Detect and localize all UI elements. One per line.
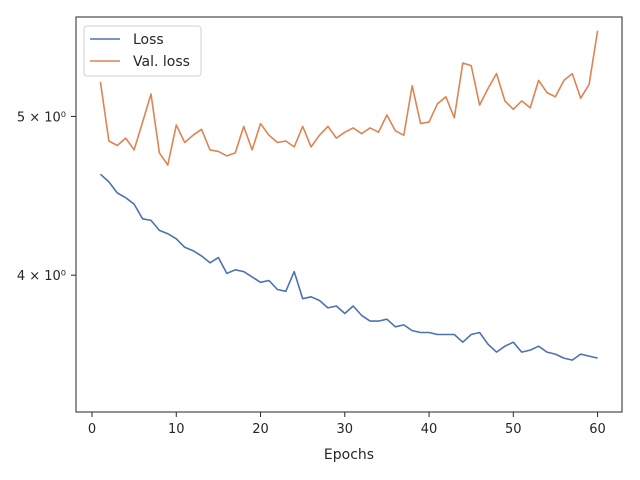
legend: Loss Val. loss [83, 25, 202, 77]
x-tick-label: 30 [337, 422, 354, 437]
series-layer [99, 30, 599, 361]
x-tick-label: 10 [168, 422, 185, 437]
x-tick-label: 20 [252, 422, 269, 437]
x-axis-label: Epochs [324, 447, 374, 463]
legend-label-loss: Loss [133, 32, 164, 48]
y-tick-label: 5 × 10⁰ [17, 110, 66, 125]
series-line-loss [99, 173, 598, 361]
x-tick-label: 50 [505, 422, 522, 437]
y-axis: 4 × 10⁰ 5 × 10⁰ [17, 110, 76, 284]
plot-area [75, 16, 623, 413]
series-line-val-loss [99, 30, 599, 166]
x-tick-label: 60 [589, 422, 606, 437]
x-tick-label: 40 [421, 422, 438, 437]
x-axis: 0 10 20 30 40 50 60 [88, 412, 606, 437]
y-tick-label: 4 × 10⁰ [17, 269, 66, 284]
x-tick-label: 0 [88, 422, 96, 437]
legend-label-val-loss: Val. loss [133, 54, 190, 70]
